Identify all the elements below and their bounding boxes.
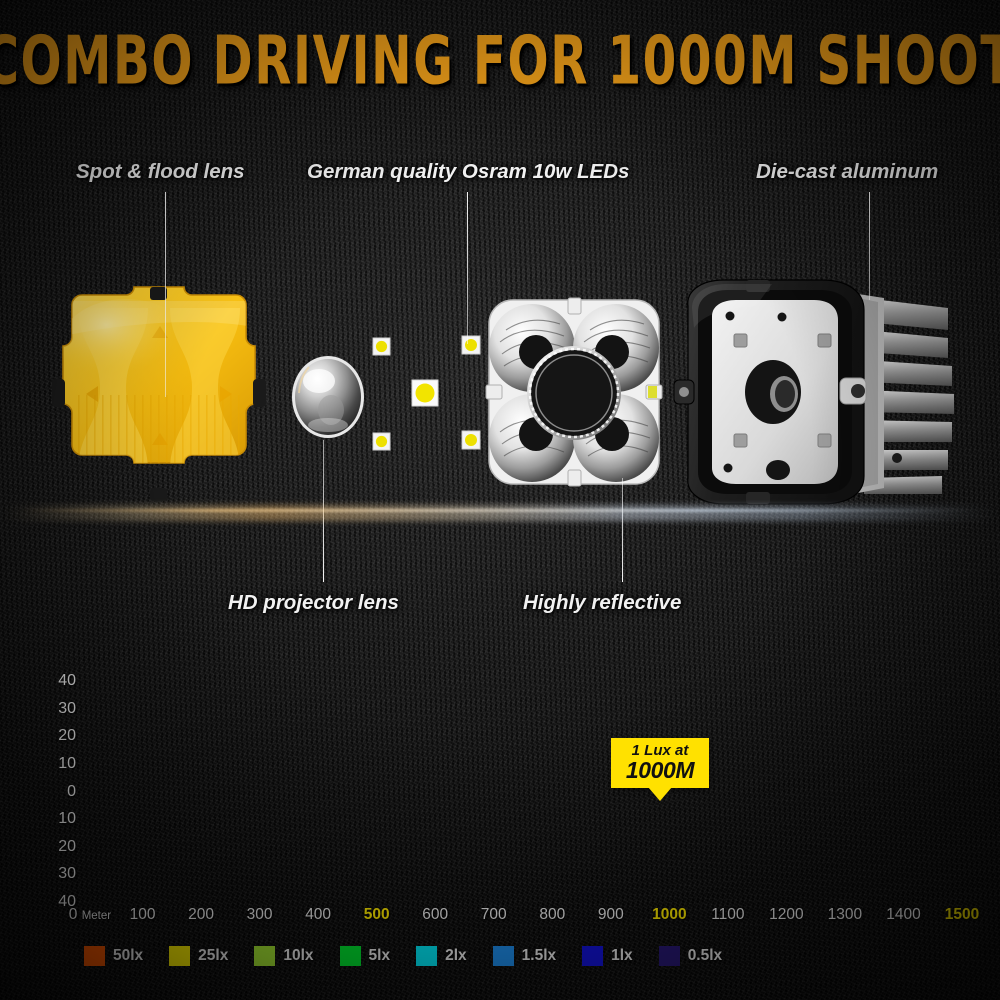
annotation-badge-1lux-1000m: 1 Lux at 1000M — [611, 738, 709, 788]
y-tick-10-5: 10 — [58, 810, 76, 828]
legend-swatch-50lx — [84, 946, 105, 966]
x-tick-700: 700 — [480, 906, 507, 923]
legend-label-5lx: 5lx — [368, 947, 391, 964]
legend-label-25lx: 25lx — [198, 947, 229, 964]
y-tick-30-7: 30 — [58, 865, 76, 883]
legend-swatch-1lx — [582, 946, 604, 966]
y-tick-20-6: 20 — [58, 837, 76, 855]
badge-line-1: 1 Lux at — [631, 742, 689, 760]
legend-label-1.5lx: 1.5lx — [521, 947, 557, 964]
legend-swatch-25lx — [169, 946, 191, 966]
spot-and-flood-amber-lens — [48, 283, 270, 505]
callout-label-die-cast-aluminum: Die-cast aluminum — [756, 160, 939, 183]
page-title: COMBO DRIVING FOR 1000M SHOOTING — [0, 22, 1000, 100]
x-tick-800: 800 — [539, 906, 566, 923]
legend-item-2lx: 2lx — [416, 946, 467, 966]
x-tick-300: 300 — [246, 906, 273, 923]
legend-label-2lx: 2lx — [445, 947, 467, 964]
x-tick-1300: 1300 — [827, 906, 863, 923]
title-text: COMBO DRIVING FOR 1000M SHOOTING — [0, 22, 1000, 101]
y-tick-20-2: 20 — [58, 727, 76, 745]
legend-swatch-1.5lx — [492, 946, 514, 966]
leader-line-highly-reflective — [622, 478, 624, 582]
legend-item-0.5lx: 0.5lx — [658, 946, 723, 966]
legend-item-50lx: 50lx — [84, 946, 143, 966]
die-cast-aluminum-housing — [672, 272, 962, 512]
y-tick-10-3: 10 — [58, 754, 76, 772]
highly-reflective-reflector — [484, 292, 664, 492]
legend-item-10lx: 10lx — [254, 946, 314, 966]
y-tick-30-1: 30 — [58, 699, 76, 717]
x-tick-200: 200 — [188, 906, 214, 923]
x-tick-100: 100 — [129, 906, 156, 923]
x-tick-900: 900 — [597, 906, 624, 923]
legend-item-5lx: 5lx — [339, 946, 391, 966]
legend-item-25lx: 25lx — [169, 946, 228, 966]
x-tick-500: 500 — [363, 906, 390, 923]
legend-label-0.5lx: 0.5lx — [687, 947, 723, 964]
callout-label-hd-projector-lens: HD projector lens — [228, 591, 399, 614]
x-tick-1100: 1100 — [711, 906, 745, 923]
badge-line-2: 1000M — [625, 757, 695, 784]
y-tick-40-0: 40 — [58, 672, 76, 689]
leader-line-spot-flood-lens — [165, 192, 167, 397]
x-tick-1200: 1200 — [769, 906, 804, 923]
legend-label-50lx: 50lx — [113, 947, 144, 964]
legend-swatch-5lx — [339, 946, 361, 966]
leader-line-die-cast-aluminum — [869, 192, 871, 300]
osram-led-chips — [370, 330, 490, 460]
x-tick-400: 400 — [305, 906, 332, 923]
legend-swatch-2lx — [416, 946, 438, 966]
leader-line-osram-leds — [467, 192, 469, 344]
callout-label-spot-flood-lens: Spot & flood lens — [76, 160, 245, 183]
x-tick-1400: 1400 — [886, 906, 921, 923]
hd-projector-lens — [291, 355, 365, 439]
callout-label-osram-leds: German quality Osram 10w LEDs — [307, 160, 630, 183]
legend-item-1.5lx: 1.5lx — [492, 946, 557, 966]
beam-pattern-chart: 40 30 20 10 0 10 20 30 40 0 Meter 100 200 300 400 500… — [0, 655, 1000, 945]
callout-label-highly-reflective: Highly reflective — [523, 591, 682, 614]
y-tick-0-4: 0 — [67, 782, 76, 800]
legend-label-1lx: 1lx — [611, 947, 633, 964]
x-tick-0: 0 Meter — [68, 906, 112, 923]
x-tick-1000: 1000 — [652, 906, 687, 923]
x-tick-600: 600 — [422, 906, 449, 923]
legend-label-10lx: 10lx — [283, 947, 314, 964]
leader-line-hd-projector-lens — [323, 440, 325, 582]
x-tick-1500: 1500 — [944, 906, 980, 923]
legend-swatch-0.5lx — [658, 946, 680, 966]
legend-item-1lx: 1lx — [582, 946, 633, 966]
legend-swatch-10lx — [254, 946, 276, 966]
chart-legend: 50lx 25lx 10lx 5lx 2lx 1.5lx 1lx 0.5lx — [84, 946, 748, 966]
